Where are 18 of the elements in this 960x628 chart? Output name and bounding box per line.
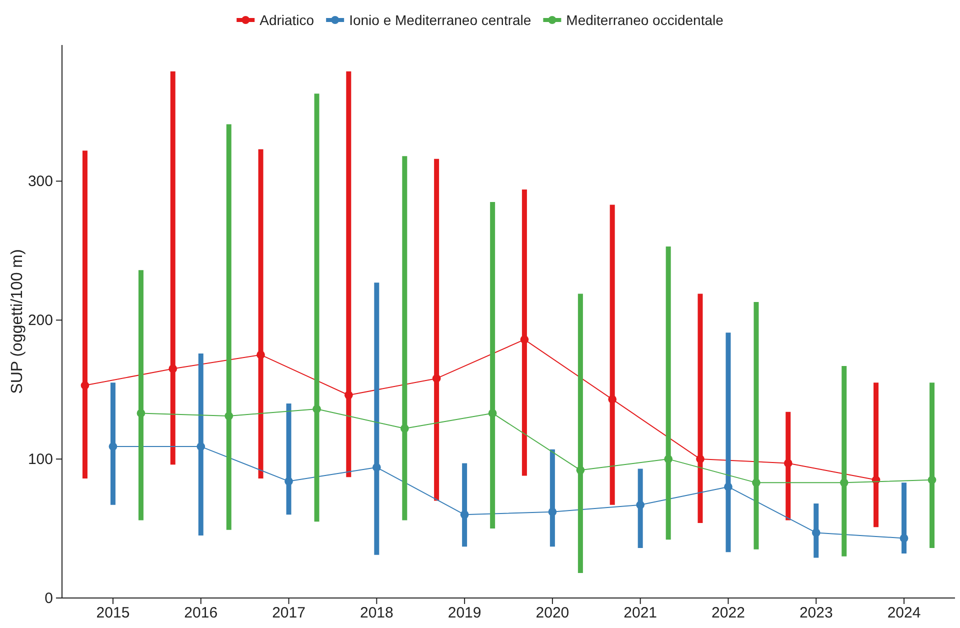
y-tick-label: 0 [44, 590, 53, 607]
x-tick-label: 2017 [272, 604, 306, 622]
x-tick-label: 2020 [536, 604, 570, 622]
y-tick-label: 100 [28, 450, 53, 468]
x-tick-label: 2021 [624, 604, 658, 622]
x-tick-label: 2024 [887, 604, 921, 622]
x-tick-label: 2023 [799, 604, 833, 622]
legend-label: Ionio e Mediterraneo centrale [349, 12, 532, 28]
y-tick-label: 200 [28, 312, 53, 329]
x-tick-label: 2015 [96, 604, 130, 622]
x-tick-label: 2019 [448, 604, 482, 622]
x-tick-label: 2018 [360, 604, 394, 622]
x-tick-label: 2022 [712, 604, 745, 622]
y-tick-label: 300 [28, 172, 53, 190]
x-tick-label: 2016 [184, 604, 218, 622]
legend-label: Adriatico [260, 12, 314, 28]
y-axis-title: SUP (oggetti/100 m) [9, 249, 26, 394]
legend-label: Mediterraneo occidentale [566, 12, 724, 28]
